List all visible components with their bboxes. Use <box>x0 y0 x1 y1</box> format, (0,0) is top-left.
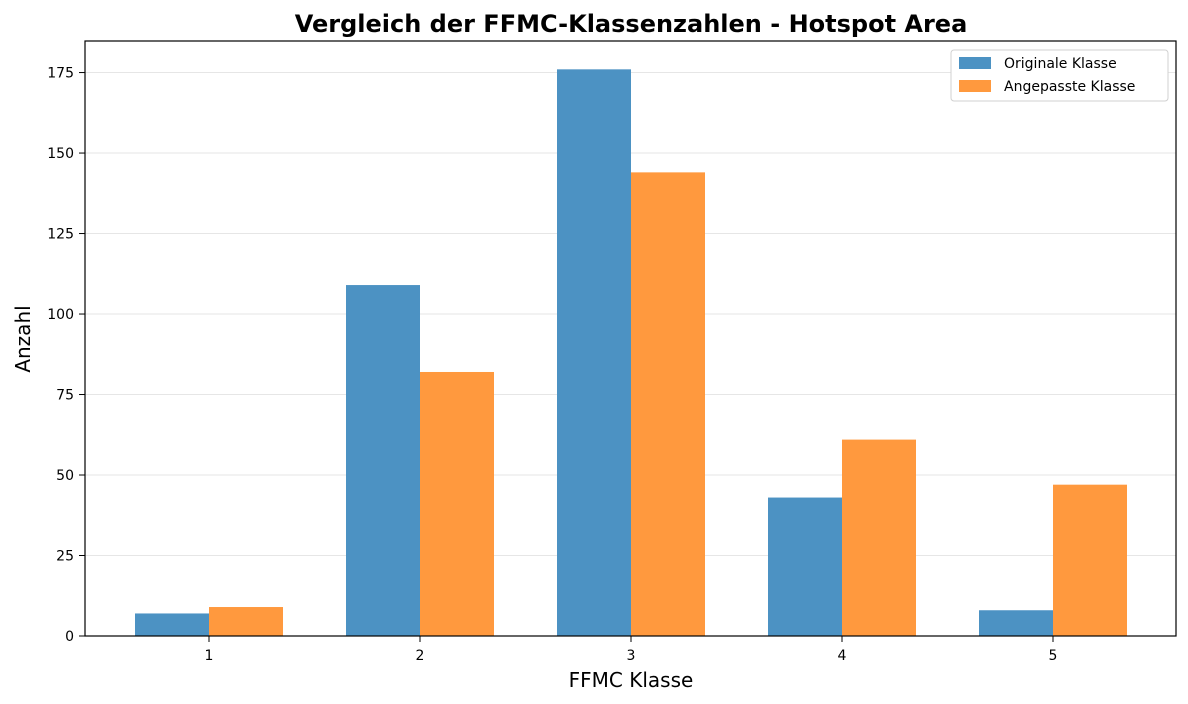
y-tick-label: 150 <box>47 146 74 162</box>
x-tick-label: 2 <box>416 648 425 664</box>
bar-angepasst-5 <box>1053 484 1127 636</box>
y-tick-label: 75 <box>56 388 74 404</box>
bars <box>135 69 1127 637</box>
y-tick-label: 100 <box>47 307 74 323</box>
y-axis: 0 25 50 75 100 125 150 175 <box>47 66 85 645</box>
y-tick-label: 125 <box>47 227 74 243</box>
bar-angepasst-2 <box>420 371 494 636</box>
chart-title: Vergleich der FFMC-Klassenzahlen - Hotsp… <box>295 10 968 38</box>
x-tick-label: 4 <box>838 648 847 664</box>
y-tick-label: 25 <box>56 549 74 565</box>
x-tick-label: 5 <box>1049 648 1058 664</box>
bar-original-4 <box>768 497 842 636</box>
legend-label: Angepasste Klasse <box>1004 79 1135 95</box>
legend-swatch <box>959 57 991 69</box>
y-tick-label: 0 <box>65 629 74 645</box>
bar-original-2 <box>346 285 420 636</box>
x-tick-label: 3 <box>627 648 636 664</box>
bar-original-3 <box>557 69 631 637</box>
y-axis-title: Anzahl <box>11 305 35 372</box>
y-tick-label: 50 <box>56 468 74 484</box>
x-tick-label: 1 <box>205 648 214 664</box>
bar-angepasst-1 <box>209 607 283 636</box>
bar-angepasst-3 <box>631 172 705 636</box>
legend-frame <box>950 49 1169 102</box>
x-axis-title: FFMC Klasse <box>569 668 694 692</box>
bar-original-1 <box>135 613 209 636</box>
bar-angepasst-4 <box>842 439 916 636</box>
y-tick-label: 175 <box>47 66 74 82</box>
bar-original-5 <box>979 610 1053 636</box>
legend: Originale Klasse Angepasste Klasse <box>950 49 1169 102</box>
legend-swatch <box>959 80 991 92</box>
legend-label: Originale Klasse <box>1004 56 1117 72</box>
x-axis: 1 2 3 4 5 <box>205 636 1058 664</box>
